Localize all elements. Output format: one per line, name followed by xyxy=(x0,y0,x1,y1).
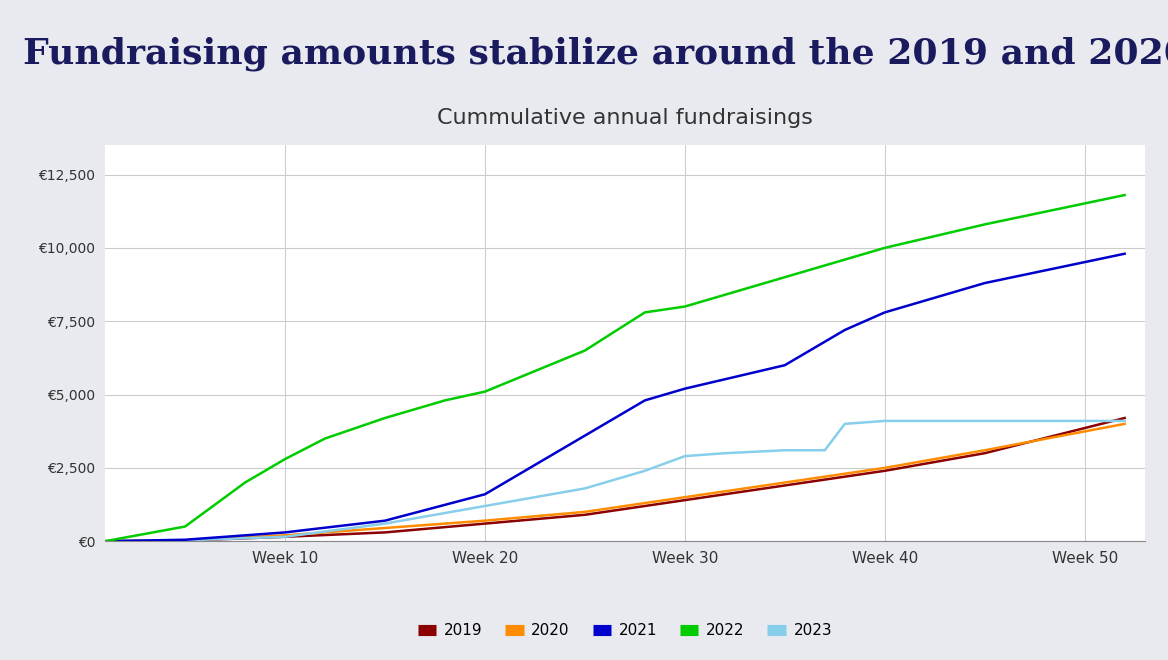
Legend: 2019, 2020, 2021, 2022, 2023: 2019, 2020, 2021, 2022, 2023 xyxy=(411,617,839,644)
Text: Fundraising amounts stabilize around the 2019 and 2020 level: Fundraising amounts stabilize around the… xyxy=(23,36,1168,71)
Title: Cummulative annual fundraisings: Cummulative annual fundraisings xyxy=(437,108,813,128)
